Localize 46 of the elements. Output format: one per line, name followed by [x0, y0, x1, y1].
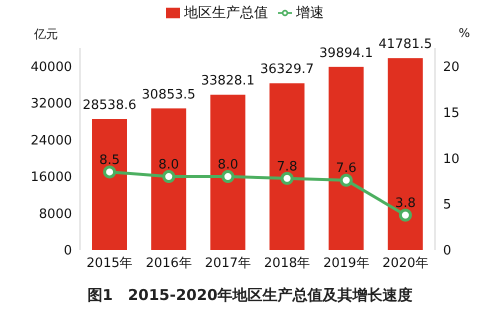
data-label: 41781.5 [378, 37, 432, 52]
data-label: 30853.5 [142, 87, 196, 102]
y2-tick-label: 5 [443, 198, 452, 213]
data-label: 28538.6 [82, 98, 136, 113]
point [398, 208, 412, 222]
bar [151, 108, 186, 250]
x-tick-label: 2018年 [264, 256, 310, 272]
data-label: 39894.1 [319, 46, 374, 61]
data-label: 7.6 [336, 161, 357, 176]
text: 图1 2015-2020年地区生产总值及其增长速度 [86, 286, 414, 305]
x-tick-label: 2016年 [146, 256, 192, 272]
bar [270, 83, 304, 250]
y-tick-label: 32000 [30, 96, 72, 112]
data-label: 36329.7 [260, 62, 314, 78]
bar [328, 66, 364, 250]
y2-tick-label: 20 [443, 60, 460, 75]
point [340, 174, 353, 187]
x-tick-label: 2017年 [204, 256, 251, 272]
y-tick-label: 0 [64, 244, 72, 259]
bar [210, 94, 246, 250]
x-tick-label: 2020年 [382, 256, 428, 272]
point [162, 170, 176, 184]
legend-label: 地区生产总值 [184, 5, 268, 21]
x-tick-label: 2019年 [323, 256, 370, 272]
data-label: 8.0 [158, 158, 180, 173]
data-label: 33828.1 [200, 74, 255, 89]
data-label: 3.8 [395, 196, 416, 212]
point [221, 170, 234, 184]
bar [92, 118, 127, 250]
y-tick-label: 8000 [38, 206, 72, 222]
y2-axis-title: % [458, 26, 470, 40]
y2-tick-label: 0 [443, 244, 452, 259]
y-tick-label: 16000 [30, 170, 72, 186]
y2-tick-label: 15 [443, 106, 460, 121]
y-tick-label: 24000 [30, 133, 72, 148]
legend-label: 增速 [296, 5, 324, 21]
data-label: 8.0 [218, 158, 238, 173]
point [103, 165, 116, 178]
y-tick-label: 40000 [30, 60, 72, 75]
data-label: 8.5 [99, 152, 120, 168]
y-axis-title: 亿元 [34, 26, 58, 43]
y2-tick-label: 10 [443, 152, 460, 167]
data-label: 7.8 [276, 159, 298, 174]
bar [388, 58, 423, 250]
point [280, 172, 294, 185]
x-tick-label: 2015年 [86, 256, 133, 272]
